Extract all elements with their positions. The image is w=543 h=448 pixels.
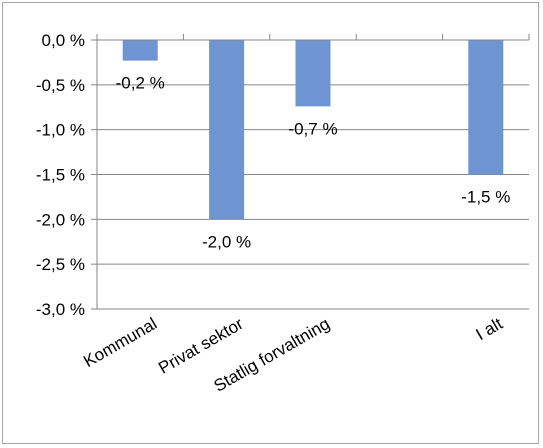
category-label: Kommunal <box>80 314 160 371</box>
bar-2 <box>209 40 245 220</box>
y-tick-label: -3,0 % <box>36 300 85 319</box>
y-tick-label: -2,5 % <box>36 255 85 274</box>
y-tick-label: 0,0 % <box>42 31 85 50</box>
category-label: I alt <box>473 314 506 344</box>
bar-3 <box>295 40 331 107</box>
y-tick-label: -0,5 % <box>36 76 85 95</box>
y-tick-label: -1,0 % <box>36 121 85 140</box>
data-label: -1,5 % <box>461 188 510 207</box>
bar-1 <box>122 40 158 61</box>
data-label: -2,0 % <box>202 232 251 251</box>
chart-frame <box>2 2 539 444</box>
bar-5 <box>468 40 504 175</box>
y-tick-label: -2,0 % <box>36 210 85 229</box>
data-label: -0,7 % <box>288 119 337 138</box>
y-tick-label: -1,5 % <box>36 166 85 185</box>
data-label: -0,2 % <box>116 74 165 93</box>
